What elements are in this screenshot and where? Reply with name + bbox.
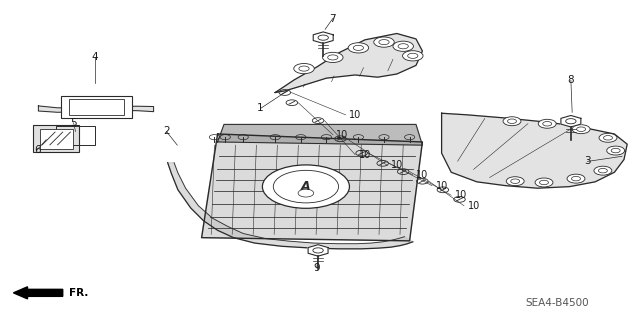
Circle shape	[599, 133, 617, 142]
Polygon shape	[38, 106, 95, 112]
Circle shape	[607, 146, 625, 155]
Circle shape	[567, 174, 585, 183]
Text: 5: 5	[70, 118, 77, 128]
Circle shape	[294, 63, 314, 74]
Circle shape	[535, 178, 553, 187]
Circle shape	[374, 37, 394, 47]
Circle shape	[348, 43, 369, 53]
Text: 7: 7	[330, 13, 336, 24]
Polygon shape	[168, 163, 413, 249]
FancyArrow shape	[13, 287, 63, 299]
Text: 10: 10	[336, 130, 349, 140]
Polygon shape	[313, 32, 333, 43]
Text: 10: 10	[349, 110, 362, 120]
Text: FR.: FR.	[69, 288, 88, 298]
Circle shape	[506, 177, 524, 186]
Bar	[56, 126, 95, 145]
Bar	[40, 129, 73, 149]
Text: 6: 6	[34, 145, 40, 155]
Text: 10: 10	[454, 190, 467, 200]
Text: 2: 2	[163, 126, 170, 137]
Circle shape	[572, 125, 590, 134]
Text: A: A	[301, 180, 311, 193]
Circle shape	[503, 117, 521, 126]
Text: 10: 10	[358, 150, 371, 160]
Polygon shape	[561, 115, 581, 127]
Polygon shape	[97, 106, 154, 112]
Text: 9: 9	[314, 263, 320, 273]
Circle shape	[403, 51, 423, 61]
Circle shape	[594, 166, 612, 175]
Text: 4: 4	[92, 52, 98, 63]
Circle shape	[323, 52, 343, 63]
Polygon shape	[218, 124, 422, 145]
Polygon shape	[308, 245, 328, 256]
Text: 10: 10	[416, 170, 429, 180]
Polygon shape	[442, 113, 627, 188]
Text: 1: 1	[257, 103, 264, 114]
Polygon shape	[275, 33, 422, 93]
Text: 10: 10	[467, 201, 480, 211]
Bar	[69, 99, 124, 115]
Circle shape	[393, 41, 413, 51]
Bar	[33, 125, 79, 152]
Text: 10: 10	[435, 181, 448, 191]
Bar	[61, 96, 132, 118]
Text: 3: 3	[584, 156, 591, 167]
Text: SEA4-B4500: SEA4-B4500	[525, 298, 589, 308]
Polygon shape	[202, 134, 422, 241]
Text: 10: 10	[390, 160, 403, 170]
Text: 8: 8	[568, 75, 574, 85]
Circle shape	[262, 165, 349, 208]
Circle shape	[538, 119, 556, 128]
